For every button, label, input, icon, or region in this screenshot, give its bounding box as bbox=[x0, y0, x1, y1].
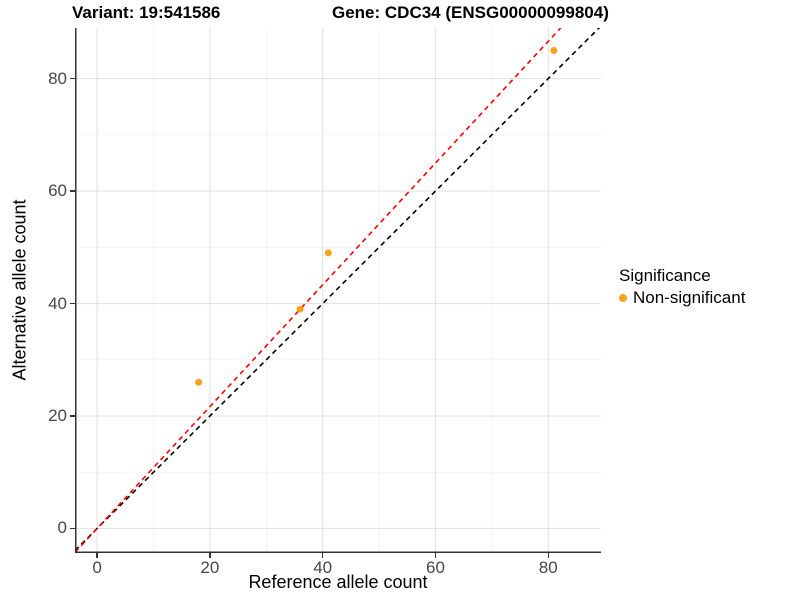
legend-item-label: Non-significant bbox=[633, 288, 746, 307]
y-tick-label: 40 bbox=[48, 293, 67, 313]
plot-title-gene: Gene: CDC34 (ENSG00000099804) bbox=[332, 3, 609, 22]
x-tick-mark bbox=[547, 553, 550, 558]
y-tick-mark bbox=[70, 415, 75, 417]
x-tick-label: 80 bbox=[538, 558, 558, 577]
y-tick-label: 60 bbox=[48, 181, 67, 201]
y-axis-title: Alternative allele count bbox=[9, 199, 30, 381]
plot-canvas bbox=[75, 28, 601, 553]
legend-item-non-significant: Non-significant bbox=[619, 288, 797, 308]
y-tick-mark bbox=[70, 302, 75, 305]
legend-title: Significance bbox=[619, 266, 711, 285]
legend-point-icon bbox=[619, 294, 627, 302]
plot-title-variant: Variant: 19:541586 bbox=[72, 3, 221, 22]
data-point bbox=[550, 46, 558, 54]
x-tick-label: 20 bbox=[200, 558, 220, 577]
x-tick-label: 0 bbox=[92, 558, 102, 577]
y-tick-mark bbox=[70, 190, 75, 192]
data-point bbox=[296, 305, 304, 313]
plot-panel bbox=[75, 28, 601, 553]
data-point bbox=[324, 249, 332, 257]
x-tick-label: 60 bbox=[426, 558, 445, 577]
y-tick-mark bbox=[70, 77, 75, 80]
x-tick-mark bbox=[321, 553, 324, 558]
x-tick-mark bbox=[209, 553, 211, 558]
y-tick-label: 0 bbox=[57, 518, 67, 538]
x-tick-label: 40 bbox=[313, 558, 333, 577]
legend: Significance Non-significant bbox=[619, 266, 797, 308]
y-tick-label: 20 bbox=[48, 406, 67, 425]
x-tick-mark bbox=[96, 553, 98, 558]
x-axis-title: Reference allele count bbox=[248, 572, 428, 592]
reference-line-fit bbox=[75, 28, 562, 553]
y-tick-mark bbox=[70, 527, 75, 530]
reference-line-identity bbox=[75, 28, 601, 552]
data-point bbox=[195, 378, 203, 386]
x-tick-mark bbox=[434, 553, 437, 558]
y-tick-label: 80 bbox=[48, 68, 67, 88]
